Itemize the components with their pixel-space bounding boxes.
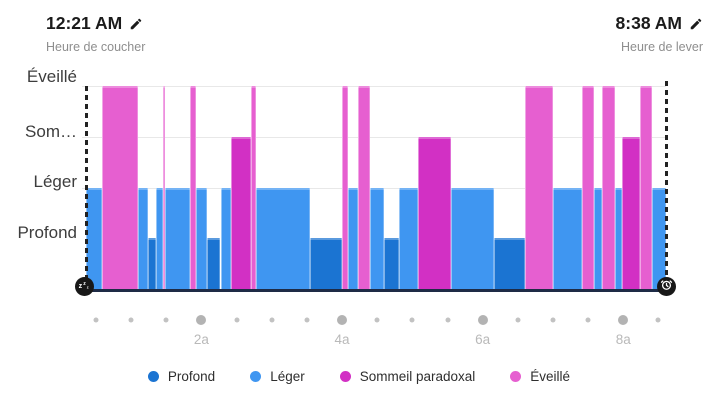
legend-dot-icon [147, 371, 159, 382]
svg-text:z: z [79, 281, 83, 289]
sleep-segment-leger [399, 187, 418, 290]
sleep-zzz-icon: z z z [78, 278, 91, 296]
wakeup-block: 8:38 AM Heure de lever [616, 13, 703, 54]
x-axis-minor-dot [409, 317, 415, 323]
sleep-segment-leger [156, 187, 163, 290]
sleep-segment-eveille [251, 86, 256, 290]
x-axis-dots [86, 312, 666, 328]
x-axis-line [84, 289, 669, 292]
x-axis-minor-dot [163, 317, 169, 323]
sleep-segment-profond [493, 237, 525, 290]
gridline [82, 136, 666, 138]
legend-dot-icon [510, 371, 522, 382]
wakeup-label: Heure de lever [621, 40, 703, 54]
x-axis-major-dot [196, 315, 207, 325]
sleep-segment-leger [615, 187, 622, 290]
legend-dot-icon [339, 371, 351, 382]
x-axis-tick-label: 6a [475, 332, 491, 347]
legend-label: Éveillé [530, 369, 571, 384]
sleep-start-marker[interactable]: z z z [75, 277, 94, 296]
sleep-segment-leger [138, 187, 148, 290]
x-axis-major-dot [618, 315, 629, 325]
x-axis-tick-label: 8a [615, 332, 631, 347]
sleep-segment-eveille [189, 86, 197, 290]
x-axis-minor-dot [374, 317, 380, 323]
wakeup-edit-button[interactable] [689, 17, 703, 31]
wakeup-value: 8:38 AM [615, 13, 682, 33]
x-axis-minor-dot [515, 317, 521, 323]
x-axis-minor-dot [93, 317, 99, 323]
sleep-segment-leger [594, 187, 603, 290]
legend-label: Profond [167, 369, 216, 384]
sleep-segment-eveille [640, 86, 652, 290]
sleep-segment-eveille [581, 86, 594, 290]
legend-label: Léger [270, 369, 305, 384]
svg-text:z: z [87, 284, 89, 289]
bedtime-boundary-line [85, 86, 88, 291]
y-axis-label: Éveillé [26, 67, 77, 86]
x-axis-major-dot [477, 315, 488, 325]
sleep-segment-profond [148, 237, 156, 290]
bedtime-block: 12:21 AM Heure de coucher [46, 13, 145, 54]
legend-label: Sommeil paradoxal [359, 369, 476, 384]
sleep-segment-leger [255, 187, 310, 290]
y-axis-label: Léger [33, 172, 77, 191]
x-axis-minor-dot [304, 317, 310, 323]
legend: Profond Léger Sommeil paradoxal Éveillé [0, 369, 718, 384]
x-axis-minor-dot [269, 317, 275, 323]
pencil-icon [689, 18, 703, 34]
wakeup-boundary-line [665, 81, 668, 291]
sleep-segment-leger [164, 187, 190, 290]
pencil-icon [129, 18, 143, 34]
legend-item: Profond [147, 369, 216, 384]
sleep-segment-leger [86, 187, 102, 290]
sleep-segment-profond [384, 237, 400, 290]
sleep-segment-leger [651, 187, 666, 290]
x-axis-tick-label: 2a [193, 332, 209, 347]
x-axis-minor-dot [128, 317, 134, 323]
wake-alarm-marker[interactable] [657, 277, 676, 296]
legend-item: Éveillé [510, 369, 570, 384]
svg-text:z: z [83, 281, 86, 287]
sleep-segment-eveille [358, 86, 370, 290]
sleep-segment-leger [348, 187, 359, 290]
x-axis-minor-dot [550, 317, 556, 323]
sleep-segment-eveille [602, 86, 615, 290]
y-axis-label: Som… [25, 122, 77, 141]
x-axis-tick-label: 4a [334, 332, 350, 347]
bedtime-label: Heure de coucher [46, 40, 146, 54]
bedtime-edit-button[interactable] [129, 17, 143, 31]
legend-item: Sommeil paradoxal [339, 369, 476, 384]
sleep-segment-profond [206, 237, 221, 290]
sleep-segment-leger [196, 187, 207, 290]
sleep-segment-eveille [102, 86, 139, 290]
sleep-segment-leger [553, 187, 582, 290]
sleep-segment-paradoxal [417, 136, 451, 290]
x-axis-minor-dot [445, 317, 450, 323]
sleep-segment-profond [309, 237, 342, 290]
alarm-clock-icon [660, 278, 673, 296]
legend-dot-icon [250, 371, 262, 382]
x-axis-major-dot [337, 315, 348, 325]
bedtime-value: 12:21 AM [46, 13, 123, 33]
x-axis-minor-dot [655, 317, 661, 323]
legend-item: Léger [250, 369, 305, 384]
sleep-segment-leger [370, 187, 384, 290]
sleep-segment-leger [450, 187, 494, 290]
plot-area [82, 81, 669, 292]
sleep-segment-paradoxal [621, 136, 640, 290]
x-axis-minor-dot [234, 317, 240, 323]
y-axis-label: Profond [17, 223, 77, 242]
sleep-segment-leger [220, 187, 231, 290]
sleep-segment-eveille [525, 86, 554, 290]
sleep-segment-eveille [162, 86, 165, 290]
sleep-segment-paradoxal [230, 136, 251, 290]
gridline [82, 86, 666, 87]
x-axis-minor-dot [585, 317, 591, 323]
sleep-segment-eveille [341, 86, 349, 290]
